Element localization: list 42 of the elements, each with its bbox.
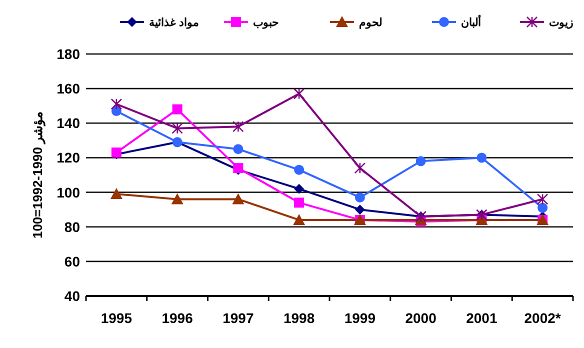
point	[416, 156, 426, 166]
x-tick-label: 1998	[283, 310, 315, 326]
point	[110, 98, 122, 110]
x-tick-label: 1996	[162, 310, 194, 326]
y-tick-label: 60	[64, 253, 80, 270]
x-tick-label: 2001	[466, 310, 498, 326]
point	[294, 198, 304, 208]
point	[171, 193, 184, 204]
x-tick-label: 1995	[100, 310, 132, 326]
legend-label: لحوم	[359, 17, 382, 29]
point	[232, 120, 244, 132]
y-tick-label: 160	[56, 80, 80, 97]
point	[536, 194, 548, 205]
y-axis-title: 100=1992-1990 مؤشر	[30, 111, 46, 239]
point	[110, 188, 122, 200]
point	[476, 152, 487, 163]
x-tick-label: 2000	[405, 310, 437, 326]
point	[354, 192, 365, 202]
legend-label: زيوت	[549, 17, 573, 29]
y-tick-label: 100	[56, 184, 80, 200]
y-tick-label: 140	[56, 115, 80, 132]
point	[172, 122, 183, 134]
point	[293, 88, 305, 100]
point	[294, 164, 304, 175]
point	[293, 214, 306, 225]
point	[354, 204, 365, 215]
y-tick-label: 80	[64, 218, 80, 235]
point	[233, 144, 244, 154]
y-tick-label: 120	[56, 150, 80, 166]
x-tick-label: 1997	[222, 310, 254, 326]
point	[232, 193, 244, 204]
legend-label: حبوب	[253, 17, 279, 29]
legend-label: مواد غذائية	[149, 17, 200, 29]
y-tick-label: 180	[56, 46, 80, 62]
point	[294, 184, 304, 194]
y-tick-label: 40	[64, 288, 80, 304]
x-tick-label: 2002*	[524, 310, 562, 326]
x-tick-label: 1999	[344, 310, 376, 326]
point	[172, 104, 182, 114]
legend-label: ألبان	[461, 15, 481, 29]
point	[538, 202, 548, 213]
point	[354, 162, 366, 174]
